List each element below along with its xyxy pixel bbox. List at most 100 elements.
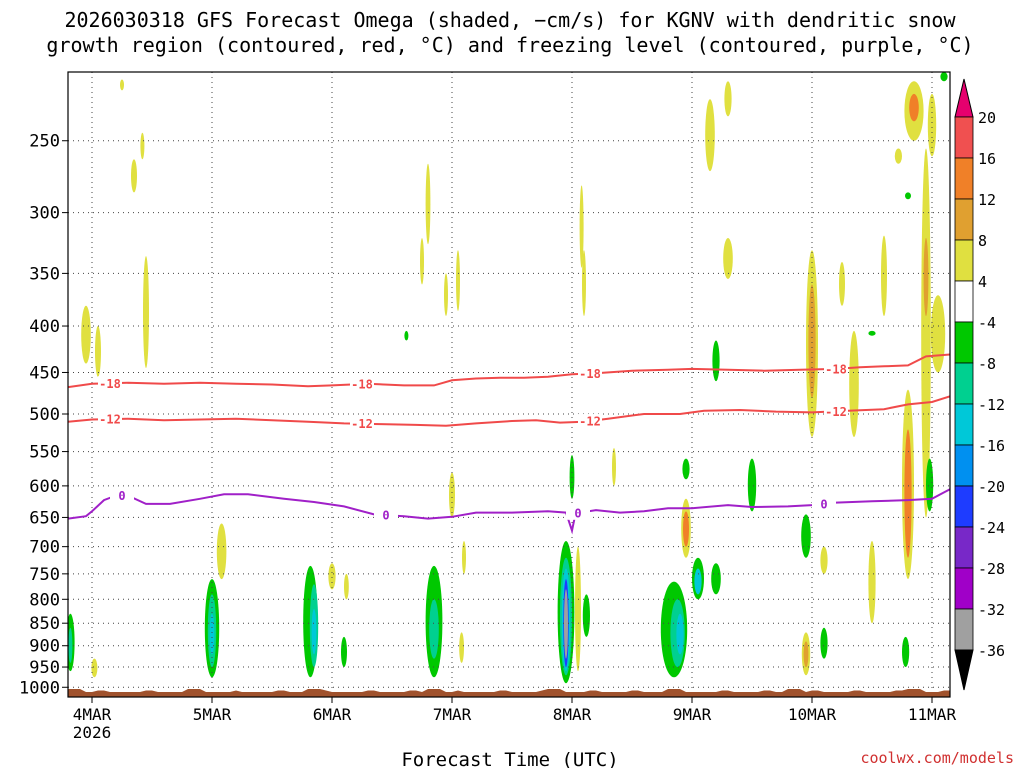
- omega-shade-25: [449, 472, 455, 518]
- omega-shade-4: [131, 159, 137, 193]
- contour-label-1-1: -12: [351, 417, 373, 431]
- contour-label-bg-1-0: [98, 412, 122, 427]
- omega-shade-36: [582, 594, 591, 637]
- chart-title-line-1: 2026030318 GFS Forecast Omega (shaded, −…: [64, 8, 956, 32]
- contour-label-bg-1-2: [578, 414, 602, 429]
- ground-band: [68, 689, 950, 697]
- x-axis-title: Forecast Time (UTC): [401, 749, 618, 768]
- colorbar-label-6: -8: [978, 355, 996, 373]
- omega-shade-27: [444, 273, 448, 317]
- omega-shade-63: [849, 330, 859, 437]
- x-tick-label-9MAR: 9MAR: [673, 705, 712, 724]
- omega-shade-77: [905, 192, 911, 200]
- colorbar-label-12: -32: [978, 601, 1005, 619]
- colorbar-slot-7: [954, 403, 974, 446]
- omega-shade-1: [81, 305, 91, 364]
- omega-shade-64: [868, 540, 876, 624]
- contour-label-bg-0-1: [350, 376, 374, 391]
- omega-shade-35: [575, 546, 581, 672]
- omega-shade-26: [456, 250, 460, 311]
- omega-shade-19: [344, 573, 349, 600]
- contour-label-0-0: -18: [99, 377, 121, 391]
- omega-shade-2: [95, 326, 101, 377]
- omega-shade-40: [612, 447, 616, 486]
- omega-shade-3: [120, 79, 124, 91]
- colorbar-label-4: 4: [978, 273, 987, 291]
- omega-shade-60: [803, 641, 809, 668]
- omega-shade-74: [930, 295, 946, 373]
- colorbar-bottom-arrow: [954, 649, 974, 691]
- x-tick-label-7MAR: 7MAR: [433, 705, 472, 724]
- contour-label-2-0: 0: [118, 489, 125, 503]
- x-tick-label-4MAR: 4MAR: [73, 705, 112, 724]
- x-tick-label-5MAR: 5MAR: [193, 705, 232, 724]
- y-tick-label-800: 800: [29, 590, 60, 610]
- omega-shade-73: [923, 238, 929, 317]
- omega-shade-8: [68, 627, 73, 663]
- omega-shade-76: [902, 636, 910, 668]
- x-tick-label-10MAR: 10MAR: [788, 705, 837, 724]
- omega-shade-46: [711, 563, 721, 595]
- colorbar-top-arrow: [954, 78, 974, 118]
- contour-label-bg-1-3: [824, 404, 848, 419]
- contour-label-bg-2-1: [374, 508, 398, 523]
- omega-shade-61: [820, 627, 828, 659]
- omega-shade-75: [926, 458, 934, 512]
- colorbar-slot-3: [954, 239, 974, 282]
- contour-label-1-2: -12: [579, 415, 601, 429]
- contour-label-bg-0-0: [98, 376, 122, 391]
- omega-shade-62: [839, 261, 845, 306]
- colorbar-slot-10: [954, 526, 974, 569]
- contour-label-2-2: 0: [574, 506, 581, 520]
- colorbar-label-5: -4: [978, 314, 996, 332]
- colorbar-slot-8: [954, 444, 974, 487]
- colorbar-label-11: -28: [978, 560, 1005, 578]
- y-tick-label-450: 450: [29, 363, 60, 383]
- colorbar-slot-6: [954, 362, 974, 405]
- omega-shade-43: [676, 613, 684, 655]
- colorbar-slot-1: [954, 157, 974, 200]
- colorbar-label-10: -24: [978, 519, 1005, 537]
- y-tick-label-400: 400: [29, 317, 60, 337]
- x-tick-label-6MAR: 6MAR: [313, 705, 352, 724]
- grid-lines: [68, 72, 950, 697]
- y-tick-label-900: 900: [29, 637, 60, 657]
- contour-line-1: [68, 395, 950, 427]
- y-tick-label-700: 700: [29, 538, 60, 558]
- omega-shade-29: [459, 632, 464, 663]
- colorbar-slot-9: [954, 485, 974, 528]
- omega-shade-65: [868, 330, 876, 336]
- y-axis: 250 300 350 400 450 500 550 600 650 700 750 800 850 9…: [19, 132, 68, 698]
- omega-shade-12: [209, 613, 215, 655]
- y-tick-label-650: 650: [29, 508, 60, 528]
- y-tick-label-1000: 1000: [19, 678, 60, 698]
- omega-shade-9: [91, 658, 98, 678]
- x-tick-sublabel-4MAR: 2026: [73, 723, 112, 742]
- omega-shade-56: [808, 284, 816, 398]
- omega-shade-5: [143, 256, 149, 369]
- omega-shade-72: [921, 148, 931, 518]
- plot-frame: [67, 71, 951, 698]
- colorbar-label-2: 12: [978, 191, 996, 209]
- omega-shade-50: [712, 340, 720, 382]
- omega-shade-21: [425, 163, 431, 245]
- contour-label-2-3: 0: [820, 497, 827, 511]
- contour-label-0-1: -18: [351, 377, 373, 391]
- colorbar-label-1: 16: [978, 150, 996, 168]
- contour-lines: -18 -18 -18 -18 -12 -12 -12 -12 0 0 0 0: [68, 353, 950, 535]
- omega-shade-51: [705, 99, 715, 172]
- omega-shade-48: [683, 511, 689, 547]
- omega-shade-6: [140, 132, 145, 160]
- colorbar-slot-2: [954, 198, 974, 241]
- contour-label-bg-2-0: [110, 488, 134, 503]
- y-tick-label-250: 250: [29, 132, 60, 152]
- y-tick-label-500: 500: [29, 405, 60, 425]
- omega-shade-49: [682, 458, 690, 480]
- omega-shade-24: [429, 599, 439, 659]
- x-tick-label-11MAR: 11MAR: [908, 705, 957, 724]
- omega-shade-45: [694, 568, 702, 595]
- contour-label-bg-2-3: [812, 496, 836, 511]
- omega-shade-69: [909, 93, 919, 122]
